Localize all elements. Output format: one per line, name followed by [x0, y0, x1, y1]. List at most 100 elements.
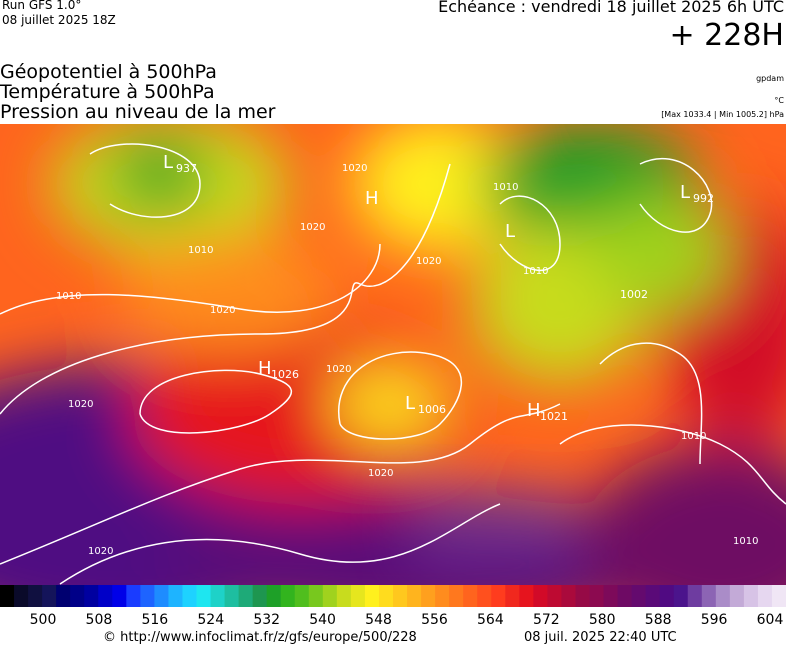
- color-swatch: [771, 585, 786, 607]
- pressure-center-value: 1026: [271, 368, 299, 381]
- pressure-center-letter: H: [527, 400, 541, 421]
- color-swatch: [519, 585, 534, 607]
- color-swatch: [687, 585, 703, 607]
- run-label: Run GFS 1.0°: [2, 0, 82, 12]
- isobars: [0, 143, 786, 585]
- color-swatch: [631, 585, 647, 607]
- color-swatch: [477, 585, 492, 607]
- colorbar-label: 572: [533, 612, 560, 628]
- color-swatch: [98, 585, 113, 607]
- lead-time: + 228H: [669, 18, 785, 53]
- color-swatch: [463, 585, 478, 607]
- color-swatch: [645, 585, 661, 607]
- color-swatch: [729, 585, 745, 607]
- isobar-label: 1010: [523, 266, 548, 277]
- pressure-center-letter: H: [258, 358, 272, 379]
- colorbar-label: 564: [477, 612, 504, 628]
- isobar-label: 1020: [368, 468, 393, 479]
- isobar-label: 1010: [493, 182, 518, 193]
- colorbar-label: 588: [645, 612, 672, 628]
- color-swatch: [378, 585, 394, 607]
- colorbar-label: 556: [421, 612, 448, 628]
- color-swatch: [617, 585, 633, 607]
- color-swatch: [126, 585, 141, 607]
- color-swatch: [673, 585, 689, 607]
- pressure-center-value: 992: [693, 192, 714, 205]
- color-swatch: [224, 585, 240, 607]
- color-swatch: [421, 585, 436, 607]
- color-swatch: [28, 585, 43, 607]
- color-swatch: [435, 585, 450, 607]
- color-swatch: [252, 585, 268, 607]
- colorbar-label: 580: [589, 612, 616, 628]
- color-swatch: [210, 585, 226, 607]
- color-swatch: [491, 585, 506, 607]
- color-swatch: [168, 585, 183, 607]
- colorbar-label: 540: [309, 612, 336, 628]
- color-swatch: [505, 585, 520, 607]
- colorbar: [0, 585, 786, 607]
- color-swatch: [266, 585, 282, 607]
- color-swatch: [56, 585, 71, 607]
- isobar-label: 1020: [88, 546, 113, 557]
- color-swatch: [589, 585, 605, 607]
- pressure-center-value: 937: [176, 162, 197, 175]
- pressure-center-letter: L: [163, 152, 173, 173]
- pressure-center-letter: H: [365, 188, 379, 209]
- color-swatch: [308, 585, 324, 607]
- sahara-shade: [410, 484, 580, 564]
- color-swatch: [14, 585, 29, 607]
- color-swatch: [547, 585, 562, 607]
- color-swatch: [561, 585, 576, 607]
- isobar-label: 1020: [416, 256, 441, 267]
- color-swatch: [84, 585, 99, 607]
- color-swatch: [743, 585, 759, 607]
- color-swatch: [533, 585, 548, 607]
- color-swatch: [701, 585, 717, 607]
- colorbar-label: 548: [365, 612, 392, 628]
- color-swatch: [350, 585, 366, 607]
- color-swatch: [336, 585, 352, 607]
- color-swatch: [575, 585, 590, 607]
- color-swatch: [449, 585, 464, 607]
- colorbar-label: 604: [757, 612, 784, 628]
- color-swatch: [0, 585, 15, 607]
- color-swatch: [70, 585, 85, 607]
- color-swatch: [659, 585, 675, 607]
- pressure-center-value: 1006: [418, 403, 446, 416]
- title-3: Pression au niveau de la mer: [0, 101, 276, 123]
- unit-celsius: °C: [774, 96, 784, 105]
- color-swatch: [182, 585, 197, 607]
- color-swatch: [715, 585, 731, 607]
- pressure-center-letter: L: [680, 182, 690, 203]
- title-2: Température à 500hPa: [0, 81, 215, 103]
- pressure-center-letter: L: [405, 393, 415, 414]
- isobar-label: 1020: [68, 399, 93, 410]
- isobar-label: 1010: [681, 431, 706, 442]
- color-swatch: [364, 585, 380, 607]
- isobar-label: 1010: [733, 536, 758, 547]
- color-swatch: [280, 585, 296, 607]
- title-1: Géopotentiel à 500hPa: [0, 61, 217, 83]
- color-swatch: [112, 585, 127, 607]
- colorbar-label: 516: [141, 612, 168, 628]
- timestamp: 08 juil. 2025 22:40 UTC: [524, 630, 677, 645]
- isobar-label: 1010: [56, 291, 81, 302]
- pressure-center-value: 1021: [540, 410, 568, 423]
- colorbar-label: 596: [701, 612, 728, 628]
- pressure-center-letter: L: [505, 221, 515, 242]
- color-swatch: [196, 585, 212, 607]
- colorbar-label: 524: [197, 612, 224, 628]
- pressure-range: [Max 1033.4 | Min 1005.2] hPa: [661, 110, 784, 119]
- unit-gpdam: gpdam: [756, 74, 784, 83]
- color-swatch: [154, 585, 169, 607]
- pressure-center-value: 1002: [620, 288, 648, 301]
- isobar-label: 1020: [342, 163, 367, 174]
- color-swatch: [238, 585, 254, 607]
- color-swatch: [407, 585, 422, 607]
- isobar-label: 1020: [210, 305, 235, 316]
- colorbar-label: 532: [253, 612, 280, 628]
- color-swatch: [603, 585, 619, 607]
